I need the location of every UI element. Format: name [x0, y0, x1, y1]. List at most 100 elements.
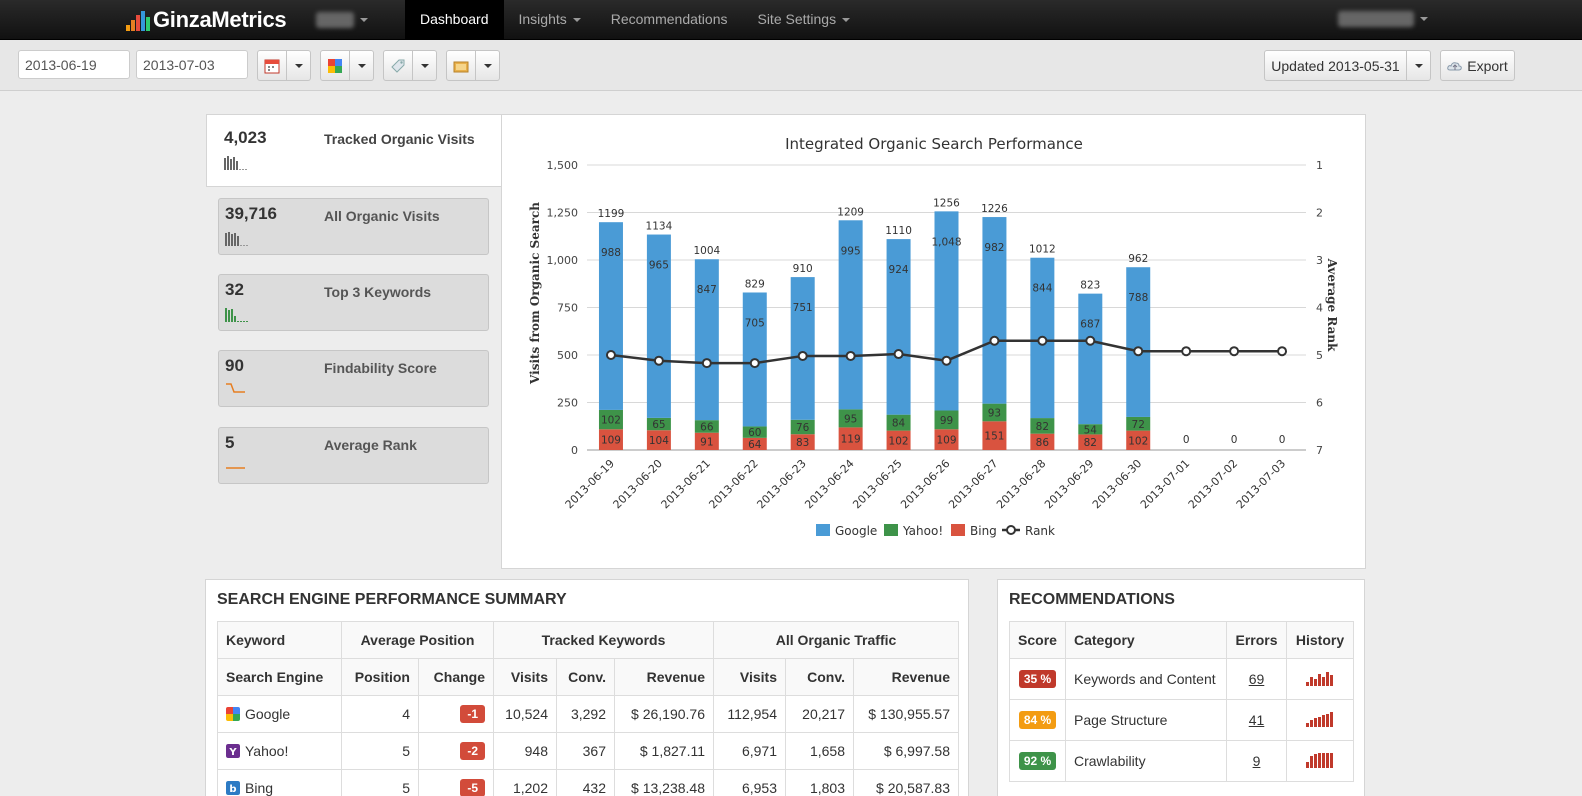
kpi-card-findability-score[interactable]: 90 Findability Score	[218, 350, 489, 407]
nav-label: Recommendations	[610, 11, 728, 27]
bar-yahoo	[1030, 418, 1055, 434]
data-label: 1,048	[931, 236, 961, 248]
category-cell: Keywords and Content	[1065, 658, 1227, 700]
group-dropdown[interactable]	[476, 50, 500, 81]
y2-tick-label: 1	[1316, 159, 1323, 172]
score-cell: 35 %	[1009, 658, 1066, 700]
all-visits-cell: 112,954	[713, 695, 786, 733]
data-label: 64	[748, 439, 762, 451]
rank-point	[749, 358, 760, 369]
header-position: Position	[341, 658, 419, 696]
legend-label: Rank	[1025, 524, 1055, 538]
y-tick-label: 250	[557, 397, 578, 410]
bar-bing	[1030, 433, 1055, 450]
total-label: 1004	[693, 245, 720, 257]
legend-swatch	[884, 524, 898, 536]
rank-point	[1037, 335, 1048, 346]
errors-link[interactable]: 41	[1248, 712, 1265, 728]
sparkline-icon	[225, 308, 249, 322]
kpi-label: Top 3 Keywords	[324, 284, 432, 300]
group-button[interactable]	[446, 50, 476, 81]
rank-point	[701, 358, 712, 369]
all-conv-cell: 1,803	[785, 769, 854, 796]
x-tick-label: 2013-06-22	[706, 457, 760, 511]
total-label: 962	[1128, 253, 1148, 265]
tag-button[interactable]	[383, 50, 413, 81]
svg-text:b: b	[229, 784, 236, 795]
errors-link[interactable]: 69	[1248, 671, 1265, 687]
rank-point	[1277, 346, 1288, 357]
kpi-card-top-3-keywords[interactable]: 32 Top 3 Keywords	[218, 274, 489, 331]
revenue-cell: $ 1,827.11	[614, 732, 714, 770]
data-label: 82	[1036, 421, 1049, 433]
updated-date-button[interactable]: Updated 2013-05-31	[1264, 50, 1407, 81]
x-tick-label: 2013-06-25	[850, 457, 904, 511]
nav-insights[interactable]: Insights	[504, 0, 596, 40]
brand[interactable]: GinzaMetrics	[126, 6, 287, 34]
y-axis-label: Visits from Organic Search	[528, 202, 542, 385]
updated-dropdown[interactable]	[1407, 50, 1431, 81]
position-cell: 5	[341, 732, 419, 770]
chart-title: Integrated Organic Search Performance	[785, 135, 1083, 153]
kpi-card-average-rank[interactable]: 5 Average Rank	[218, 427, 489, 484]
search-engine-dropdown[interactable]	[350, 50, 374, 81]
bar-google	[646, 234, 671, 418]
nav-dashboard[interactable]: Dashboard	[405, 0, 504, 40]
user-menu[interactable]	[1338, 11, 1428, 27]
rank-point	[605, 350, 616, 360]
tag-dropdown[interactable]	[413, 50, 437, 81]
bing-icon: b	[226, 781, 240, 795]
legend-label: Bing	[970, 524, 997, 538]
nav-label: Site Settings	[757, 11, 837, 27]
data-label: 119	[841, 434, 861, 446]
updated-label: Updated 2013-05-31	[1271, 57, 1400, 74]
performance-summary-panel: SEARCH ENGINE PERFORMANCE SUMMARY Keywor…	[205, 579, 969, 796]
total-label: 1110	[885, 225, 912, 237]
conv-cell: 432	[556, 769, 615, 796]
header-errors: Errors	[1226, 621, 1287, 659]
bar-yahoo	[982, 403, 1007, 422]
bar-bing	[694, 432, 719, 450]
x-tick-label: 2013-07-01	[1138, 457, 1192, 511]
chevron-down-icon	[357, 63, 366, 68]
all-conv-cell: 20,217	[785, 695, 854, 733]
header-all-organic-traffic: All Organic Traffic	[713, 621, 959, 659]
end-date-input[interactable]	[136, 50, 248, 79]
data-label: 687	[1080, 319, 1100, 331]
search-engine-button[interactable]	[320, 50, 350, 81]
data-label: 83	[796, 437, 809, 449]
legend-label: Google	[835, 524, 877, 538]
y2-tick-label: 4	[1316, 302, 1323, 315]
performance-table: Keyword Average Position Tracked Keyword…	[217, 621, 959, 796]
errors-link[interactable]: 9	[1252, 753, 1261, 769]
table-row: Google 4 -1 10,524 3,292 $ 26,190.76 112…	[217, 695, 959, 733]
history-cell	[1286, 740, 1354, 782]
start-date-input[interactable]	[18, 50, 130, 79]
kpi-label: All Organic Visits	[324, 208, 440, 224]
rank-point	[1085, 335, 1096, 346]
chevron-down-icon	[360, 18, 368, 22]
account-switcher[interactable]	[316, 10, 368, 30]
kpi-card-tracked-organic-visits[interactable]: 4,023 Tracked Organic Visits	[206, 114, 502, 187]
x-tick-label: 2013-06-23	[754, 457, 808, 511]
bar-yahoo	[742, 426, 767, 438]
bar-bing	[790, 434, 815, 450]
data-label: 982	[984, 242, 1004, 254]
calendar-button-group	[257, 50, 311, 81]
data-label: 109	[936, 435, 956, 447]
rank-point	[797, 350, 808, 361]
data-label: 988	[601, 247, 621, 259]
bar-google	[982, 217, 1007, 404]
x-tick-label: 2013-06-28	[994, 457, 1048, 511]
conv-cell: 3,292	[556, 695, 615, 733]
calendar-button[interactable]	[257, 50, 287, 81]
score-badge: 92 %	[1018, 752, 1057, 770]
all-visits-cell: 6,953	[713, 769, 786, 796]
sparkline-icon	[226, 383, 245, 393]
nav-recommendations[interactable]: Recommendations	[596, 0, 743, 40]
export-button[interactable]: Export	[1440, 50, 1515, 81]
x-tick-label: 2013-06-27	[946, 457, 1000, 511]
nav-site-settings[interactable]: Site Settings	[742, 0, 865, 40]
calendar-dropdown[interactable]	[287, 50, 311, 81]
kpi-card-all-organic-visits[interactable]: 39,716 All Organic Visits	[218, 198, 489, 255]
